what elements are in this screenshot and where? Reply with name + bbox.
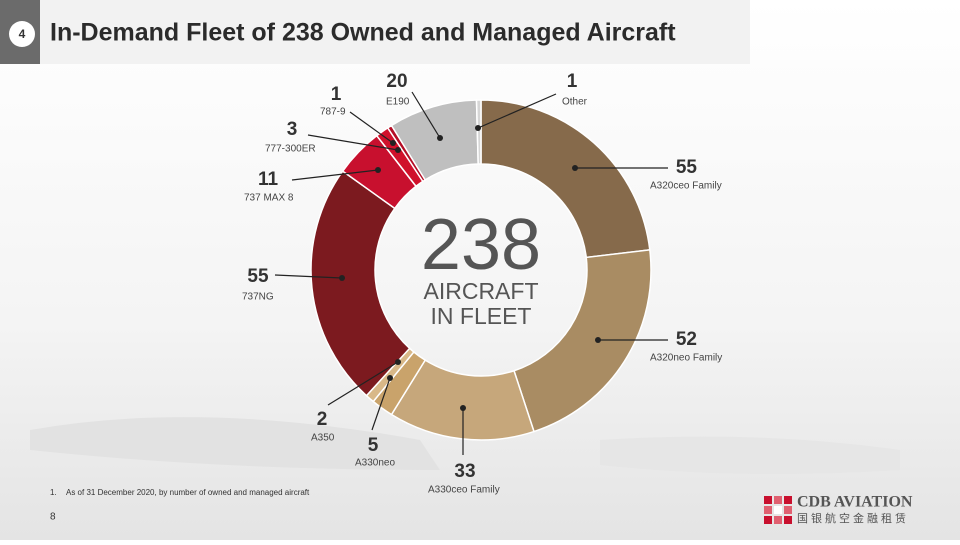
center-value: 238: [421, 205, 541, 285]
plane-silhouette: [30, 417, 440, 470]
data-label: 20: [386, 71, 407, 92]
leader-line: [291, 169, 379, 181]
donut-segment: [310, 170, 411, 397]
footnote-marker: 1.: [50, 488, 57, 497]
donut-segment: [475, 99, 482, 165]
data-label: 55: [676, 157, 698, 178]
slide-title: In-Demand Fleet of 238 Owned and Managed…: [50, 19, 676, 47]
leader-dot: [395, 147, 401, 153]
plane-silhouette: [600, 436, 900, 474]
leader-line: [274, 274, 343, 279]
title-bar: [22, 0, 750, 64]
category-label: A320neo Family: [650, 353, 722, 364]
donut-segment: [480, 99, 651, 259]
leader-dot: [460, 405, 466, 411]
leader-line: [307, 134, 399, 151]
category-label: A330neo: [355, 458, 395, 469]
leader-line: [411, 91, 441, 139]
logo-mark: [764, 496, 792, 524]
footnote-text: As of 31 December 2020, by number of own…: [66, 488, 310, 497]
leader-dot: [375, 167, 381, 173]
leader-line: [477, 93, 557, 129]
logo-subtitle: 国银航空金融租赁: [797, 511, 909, 525]
category-label: E190: [386, 97, 410, 108]
leader-dot: [475, 125, 481, 131]
leader-line: [371, 377, 391, 431]
data-label: 3: [287, 119, 298, 140]
leader-dot: [437, 135, 443, 141]
center-label: AIRCRAFT: [424, 278, 539, 304]
leader-dot: [572, 165, 578, 171]
data-label: 1: [331, 84, 342, 105]
data-label: 2: [317, 409, 328, 430]
leader-dot: [339, 275, 345, 281]
slide-number: 8: [50, 512, 56, 523]
category-label: 737NG: [242, 292, 274, 303]
category-label: 737 MAX 8: [244, 193, 294, 204]
category-label: Other: [562, 97, 588, 108]
data-label: 55: [247, 266, 269, 287]
data-label: 11: [258, 169, 279, 190]
category-label: A330ceo Family: [428, 485, 500, 496]
logo-name: CDB AVIATION: [797, 494, 913, 511]
data-label: 33: [454, 461, 475, 482]
data-label: 52: [676, 329, 697, 350]
leader-dot: [387, 375, 393, 381]
donut-segment: [513, 249, 652, 433]
category-label: 777-300ER: [265, 144, 316, 155]
leader-dot: [395, 359, 401, 365]
category-label: 787-9: [320, 107, 346, 118]
leader-dot: [595, 337, 601, 343]
center-label: IN FLEET: [431, 303, 532, 329]
page-number: 4: [19, 27, 26, 41]
leader-line: [327, 361, 399, 406]
page-number-badge: [9, 21, 35, 47]
data-label: 1: [567, 71, 578, 92]
category-label: A350: [311, 433, 335, 444]
data-label: 5: [368, 435, 379, 456]
leader-dot: [390, 140, 396, 146]
category-label: A320ceo Family: [650, 181, 722, 192]
leader-line: [349, 111, 394, 144]
